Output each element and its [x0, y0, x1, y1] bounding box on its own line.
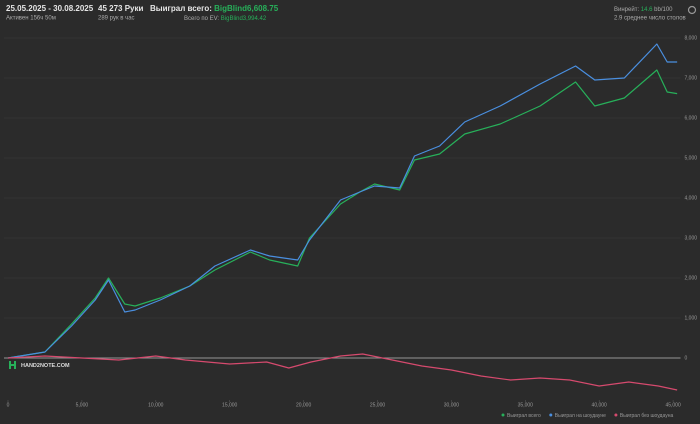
period: 25.05.2025 - 30.08.2025 [6, 4, 94, 13]
series-line [7, 69, 678, 359]
winrate-unit: bb/100 [654, 7, 673, 13]
rate: 289 рук в час [98, 16, 135, 22]
winrate-label: Винрейт: [614, 6, 639, 13]
x-tick-label: 35,000 [518, 402, 534, 408]
legend-label: Выиграл всего [507, 413, 541, 419]
x-tick-label: 30,000 [444, 402, 460, 408]
x-tick-label: 15,000 [222, 402, 238, 408]
tables: 2.9 среднее число столов [614, 16, 686, 22]
x-tick-label: 0 [7, 402, 10, 408]
legend-label: Выиграл без шоудауна [620, 413, 674, 419]
y-tick-label: 7,000 [685, 75, 698, 81]
series-line [7, 43, 678, 359]
x-tick-label: 40,000 [592, 402, 608, 408]
legend-marker [549, 413, 553, 417]
won: Выиграл всего: BigBlind6,608.75 [150, 4, 279, 13]
y-tick-label: 4,000 [685, 195, 698, 201]
legend-marker [614, 413, 618, 417]
x-tick-label: 45,000 [665, 402, 681, 408]
settings-icon[interactable] [687, 5, 697, 15]
winrate: Винрейт: 14.6 bb/100 [614, 6, 673, 13]
series-line [7, 353, 678, 391]
y-tick-label: 2,000 [685, 275, 698, 281]
y-tick-label: 3,000 [685, 235, 698, 241]
logo-icon [9, 361, 11, 369]
active: Активен 156ч 50м [6, 16, 56, 22]
x-tick-label: 10,000 [148, 402, 164, 408]
x-tick-label: 25,000 [370, 402, 386, 408]
y-tick-label: 1,000 [685, 315, 698, 321]
logo-icon [14, 361, 16, 369]
legend-marker [501, 413, 505, 417]
logo-icon [11, 364, 14, 366]
chart: 0 1,000 2,000 3,000 4,000 5,000 6,000 7,000 8,00… [4, 35, 697, 419]
x-tick-label: 5,000 [76, 402, 89, 408]
won-value: BigBlind6,608.75 [214, 4, 279, 13]
hands: 45 273 Руки [98, 4, 143, 13]
x-tick-label: 20,000 [296, 402, 312, 408]
ev-label: Всего по EV: [184, 16, 219, 22]
y-tick-label: 8,000 [685, 35, 698, 41]
ev-value: BigBlind3,994.42 [221, 16, 267, 22]
won-label: Выиграл всего: [150, 4, 212, 13]
y-tick-label: 0 [685, 355, 688, 361]
winrate-value: 14.6 [641, 7, 653, 13]
legend-label: Выиграл на шоудауне [555, 413, 606, 419]
logo: HAND2NOTE.COM [21, 363, 70, 369]
y-tick-label: 5,000 [685, 155, 698, 161]
ev: Всего по EV: BigBlind3,994.42 [184, 16, 267, 22]
y-tick-label: 6,000 [685, 115, 698, 121]
